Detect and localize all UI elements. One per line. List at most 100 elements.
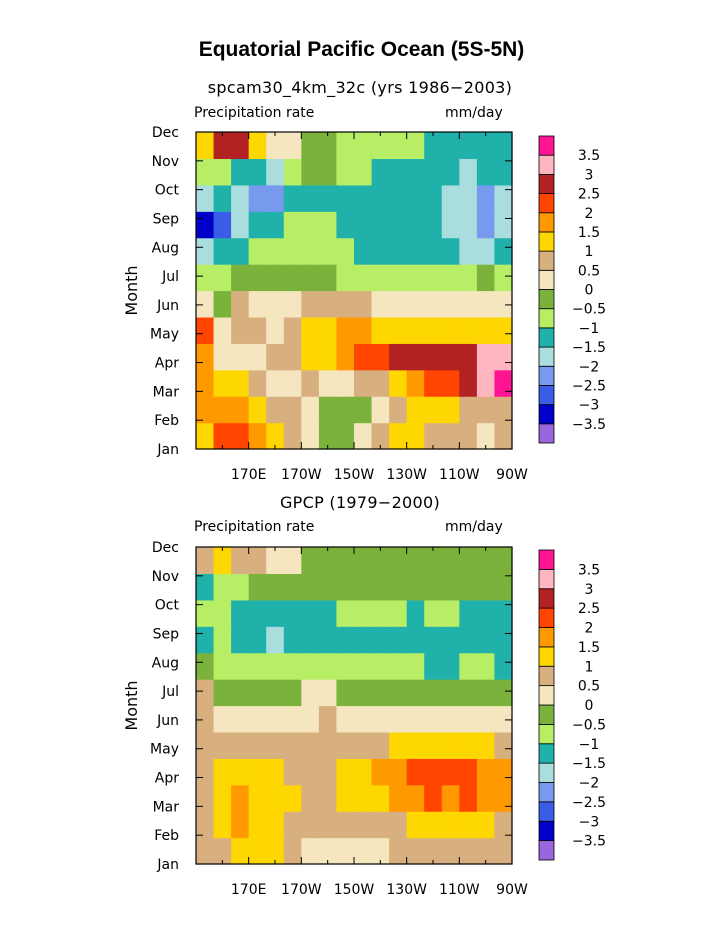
heatmap-cell [213, 547, 232, 575]
heatmap-cell [371, 811, 390, 839]
heatmap-cell [231, 731, 250, 759]
colorbar-label: −3.5 [572, 417, 606, 433]
heatmap-cell [248, 422, 267, 450]
heatmap-cell [406, 422, 425, 450]
heatmap-cell [336, 369, 355, 397]
colorbar-swatch [538, 782, 555, 803]
heatmap-cell [406, 316, 425, 344]
heatmap-cell [389, 264, 408, 292]
heatmap-cell [318, 422, 338, 450]
heatmap-cell [441, 316, 460, 344]
colorbar-swatch [538, 665, 555, 687]
heatmap-cell [459, 652, 478, 680]
colorbar-label: 3.5 [578, 148, 600, 164]
heatmap-cell [441, 811, 460, 839]
heatmap-cell [424, 396, 443, 424]
heatmap-cell [424, 573, 443, 601]
heatmap-cell [283, 396, 302, 424]
y-axis-label: Month [122, 265, 141, 315]
heatmap-cell [441, 422, 460, 450]
heatmap-cell [266, 237, 285, 265]
heatmap-cell [406, 264, 425, 292]
colorbar-label: −1.5 [572, 340, 606, 356]
heatmap-cell [459, 237, 478, 265]
x-tick-label: 170E [231, 467, 267, 483]
heatmap-cell [301, 652, 320, 680]
heatmap-cell [389, 396, 408, 424]
y-tick-label: May [150, 327, 179, 343]
x-tick-label: 130W [386, 467, 427, 483]
heatmap-cell [476, 211, 496, 239]
colorbar-swatch [538, 173, 555, 194]
colorbar-label: 1 [585, 244, 594, 260]
heatmap-cell [424, 343, 443, 371]
colorbar-label: 1.5 [578, 640, 600, 656]
heatmap-cell [266, 396, 285, 424]
heatmap-cell [371, 599, 390, 627]
heatmap-cell [494, 731, 513, 759]
y-axis-label: Month [122, 680, 141, 730]
heatmap-cell [336, 184, 355, 212]
heatmap-cell [354, 705, 373, 733]
heatmap-cell [318, 758, 338, 786]
heatmap-cell [389, 343, 408, 371]
heatmap-cell [266, 679, 285, 707]
heatmap-cell [336, 132, 355, 160]
heatmap-cell [266, 652, 285, 680]
heatmap-cell [213, 811, 232, 839]
heatmap-cell [336, 731, 355, 759]
colorbar-swatch [538, 588, 555, 609]
colorbar-swatch [538, 840, 555, 861]
heatmap-cell [213, 158, 232, 186]
heatmap-cell [494, 705, 513, 733]
heatmap-cell [371, 652, 390, 680]
heatmap-cell [476, 837, 496, 865]
heatmap-cell [301, 211, 320, 239]
heatmap-cell [213, 758, 232, 786]
heatmap-cell [494, 811, 513, 839]
heatmap-cell [441, 396, 460, 424]
heatmap-cell [231, 626, 250, 654]
heatmap-cell [389, 158, 408, 186]
heatmap-cell [441, 626, 460, 654]
heatmap-cell [406, 290, 425, 318]
heatmap-cell [336, 237, 355, 265]
heatmap-cell [389, 132, 408, 160]
y-tick-label: Sep [153, 626, 180, 642]
heatmap-cell [213, 599, 232, 627]
colorbar-label: 0.5 [578, 679, 600, 695]
heatmap-cell [441, 573, 460, 601]
panel-2-title: GPCP (1979−2000) [279, 493, 441, 512]
heatmap-cell [318, 264, 338, 292]
heatmap-cell [459, 369, 478, 397]
heatmap-cell [301, 679, 320, 707]
heatmap-cell [459, 731, 478, 759]
heatmap-cell [476, 652, 496, 680]
heatmap-cell [476, 626, 496, 654]
heatmap-cell [336, 758, 355, 786]
heatmap-cell [406, 396, 425, 424]
colorbar-label: 0.5 [578, 263, 600, 279]
colorbar-label: 1.5 [578, 225, 600, 241]
heatmap-cell [424, 811, 443, 839]
colorbar-label: 0 [585, 283, 594, 299]
panel-1-units-label: mm/day [445, 105, 503, 121]
heatmap-cell [283, 626, 302, 654]
colorbar-label: −1 [579, 737, 600, 753]
heatmap-cell [406, 573, 425, 601]
heatmap-cell [441, 652, 460, 680]
heatmap-cell [213, 132, 232, 160]
heatmap-cell [354, 422, 373, 450]
heatmap-cell [336, 705, 355, 733]
heatmap-cell [231, 343, 250, 371]
heatmap-cell [301, 237, 320, 265]
y-tick-label: Oct [155, 183, 180, 199]
colorbar-swatch [538, 607, 555, 628]
heatmap-cell [459, 343, 478, 371]
heatmap-cell [213, 784, 232, 812]
colorbar-swatch [538, 685, 555, 706]
heatmap-cell [354, 837, 373, 865]
heatmap-cell [424, 652, 443, 680]
heatmap-cell [406, 652, 425, 680]
